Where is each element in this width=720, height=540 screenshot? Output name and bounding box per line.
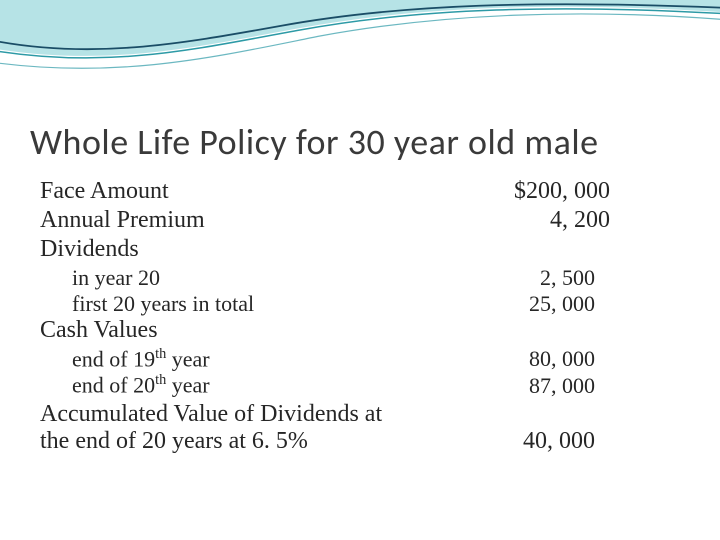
row-face-amount: Face Amount $200, 000 [40,178,680,205]
dividends-label: Dividends [40,236,530,263]
annual-premium-value: 4, 200 [530,207,680,234]
accumulated-label-line2: the end of 20 years at 6. 5% [40,428,382,455]
dividend-item-0-value: 2, 500 [530,265,680,291]
accumulated-value: 40, 000 [523,428,680,455]
accumulated-label: Accumulated Value of Dividends at the en… [40,401,382,455]
dividend-item-1-label: first 20 years in total [40,291,529,317]
cash-item-1-label: end of 20th year [40,372,529,398]
row-cash-item-0: end of 19th year 80, 000 [40,346,680,372]
annual-premium-label: Annual Premium [40,207,530,234]
face-amount-value: $200, 000 [514,178,680,205]
accumulated-label-line1: Accumulated Value of Dividends at [40,401,382,428]
dividend-item-0-label: in year 20 [40,265,530,291]
row-cash-values-header: Cash Values [40,317,680,344]
row-dividend-item-0: in year 20 2, 500 [40,265,680,291]
cash-values-label: Cash Values [40,317,530,344]
cash-item-0-value: 80, 000 [529,346,680,372]
wave-svg [0,0,720,110]
face-amount-label: Face Amount [40,178,514,205]
row-dividends-header: Dividends [40,236,680,263]
dividend-item-1-value: 25, 000 [529,291,680,317]
row-annual-premium: Annual Premium 4, 200 [40,207,680,234]
row-dividend-item-1: first 20 years in total 25, 000 [40,291,680,317]
cash-item-0-label: end of 19th year [40,346,529,372]
cash-item-1-value: 87, 000 [529,373,680,399]
slide-title: Whole Life Policy for 30 year old male [30,120,690,164]
row-cash-item-1: end of 20th year 87, 000 [40,372,680,398]
wave-fill [0,0,720,56]
header-wave-decoration [0,0,720,110]
policy-content: Face Amount $200, 000 Annual Premium 4, … [40,178,680,455]
row-accumulated: Accumulated Value of Dividends at the en… [40,401,680,455]
